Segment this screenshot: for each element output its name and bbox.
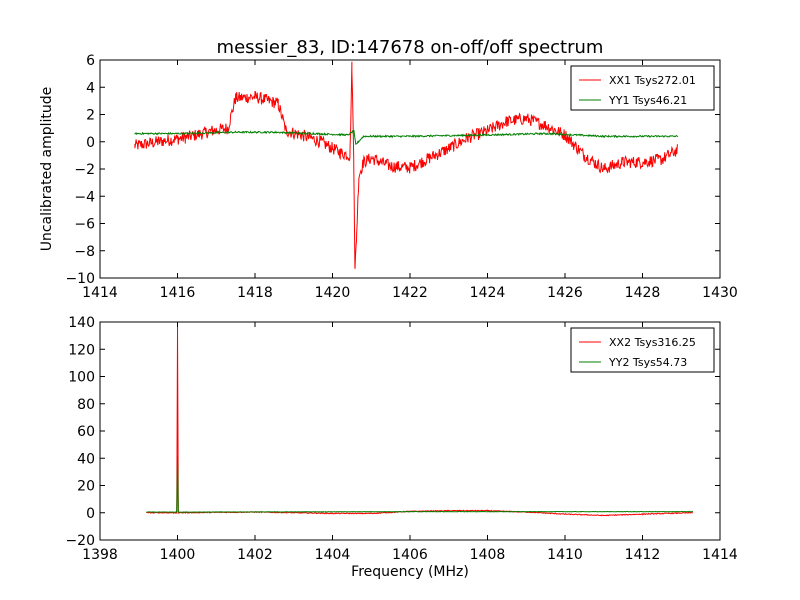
legend-box bbox=[570, 65, 715, 111]
x-tick-label: 1414 bbox=[82, 285, 118, 301]
x-tick-label: 1426 bbox=[547, 285, 583, 301]
y-tick-label: −8 bbox=[74, 244, 95, 260]
x-tick-label: 1398 bbox=[82, 547, 118, 563]
y-tick-label: −2 bbox=[74, 162, 95, 178]
legend-entry: YY1 Tsys46.21 bbox=[608, 94, 687, 107]
y-tick-label: 60 bbox=[77, 424, 95, 440]
legend: XX2 Tsys316.25 YY2 Tsys54.73 bbox=[570, 327, 715, 373]
legend: XX1 Tsys272.01 YY1 Tsys46.21 bbox=[570, 65, 715, 111]
series-line-yy1 bbox=[134, 129, 678, 146]
x-tick-label: 1418 bbox=[237, 285, 273, 301]
x-tick-label: 1414 bbox=[702, 547, 738, 563]
y-tick-label: 0 bbox=[86, 506, 95, 522]
x-tick-label: 1402 bbox=[237, 547, 273, 563]
y-tick-label: 100 bbox=[68, 370, 95, 386]
y-axis-label: Uncalibrated amplitude bbox=[39, 87, 55, 252]
x-tick-label: 1416 bbox=[160, 285, 196, 301]
x-tick-label: 1422 bbox=[392, 285, 428, 301]
y-tick-label: −4 bbox=[74, 189, 95, 205]
x-tick-label: 1430 bbox=[702, 285, 738, 301]
x-tick-label: 1420 bbox=[315, 285, 351, 301]
x-tick-label: 1400 bbox=[160, 547, 196, 563]
x-tick-label: 1428 bbox=[625, 285, 661, 301]
y-tick-label: −10 bbox=[65, 271, 95, 287]
legend-entry: XX1 Tsys272.01 bbox=[609, 74, 696, 87]
y-tick-label: 6 bbox=[86, 53, 95, 69]
top-panel-xx1-yy1: 1414 1416 1418 1420 1422 1424 1426 1428 1430 −10 −… bbox=[39, 53, 738, 301]
x-axis-label: Frequency (MHz) bbox=[351, 564, 469, 580]
y-tick-label: −20 bbox=[65, 533, 95, 549]
y-tick-label: 40 bbox=[77, 451, 95, 467]
x-tick-label: 1408 bbox=[470, 547, 506, 563]
x-tick-label: 1410 bbox=[547, 547, 583, 563]
figure-title: messier_83, ID:147678 on-off/off spectru… bbox=[217, 37, 604, 58]
series-line-xx1 bbox=[134, 61, 678, 269]
y-tick-label: 20 bbox=[77, 479, 95, 495]
legend-entry: YY2 Tsys54.73 bbox=[608, 356, 687, 369]
bottom-panel-xx2-yy2: 1398 1400 1402 1404 1406 1408 1410 1412 1414 −20 0… bbox=[65, 315, 737, 580]
series-line-yy2 bbox=[146, 455, 694, 513]
y-tick-label: 80 bbox=[77, 397, 95, 413]
y-tick-label: 2 bbox=[86, 108, 95, 124]
y-tick-label: 0 bbox=[86, 135, 95, 151]
x-tick-label: 1412 bbox=[625, 547, 661, 563]
x-tick-label: 1424 bbox=[470, 285, 506, 301]
y-tick-label: 120 bbox=[68, 342, 95, 358]
x-tick-label: 1404 bbox=[315, 547, 351, 563]
x-tick-label: 1406 bbox=[392, 547, 428, 563]
legend-entry: XX2 Tsys316.25 bbox=[609, 336, 696, 349]
y-tick-label: 4 bbox=[86, 80, 95, 96]
y-tick-label: 140 bbox=[68, 315, 95, 331]
y-tick-label: −6 bbox=[74, 217, 95, 233]
legend-box bbox=[570, 327, 715, 373]
